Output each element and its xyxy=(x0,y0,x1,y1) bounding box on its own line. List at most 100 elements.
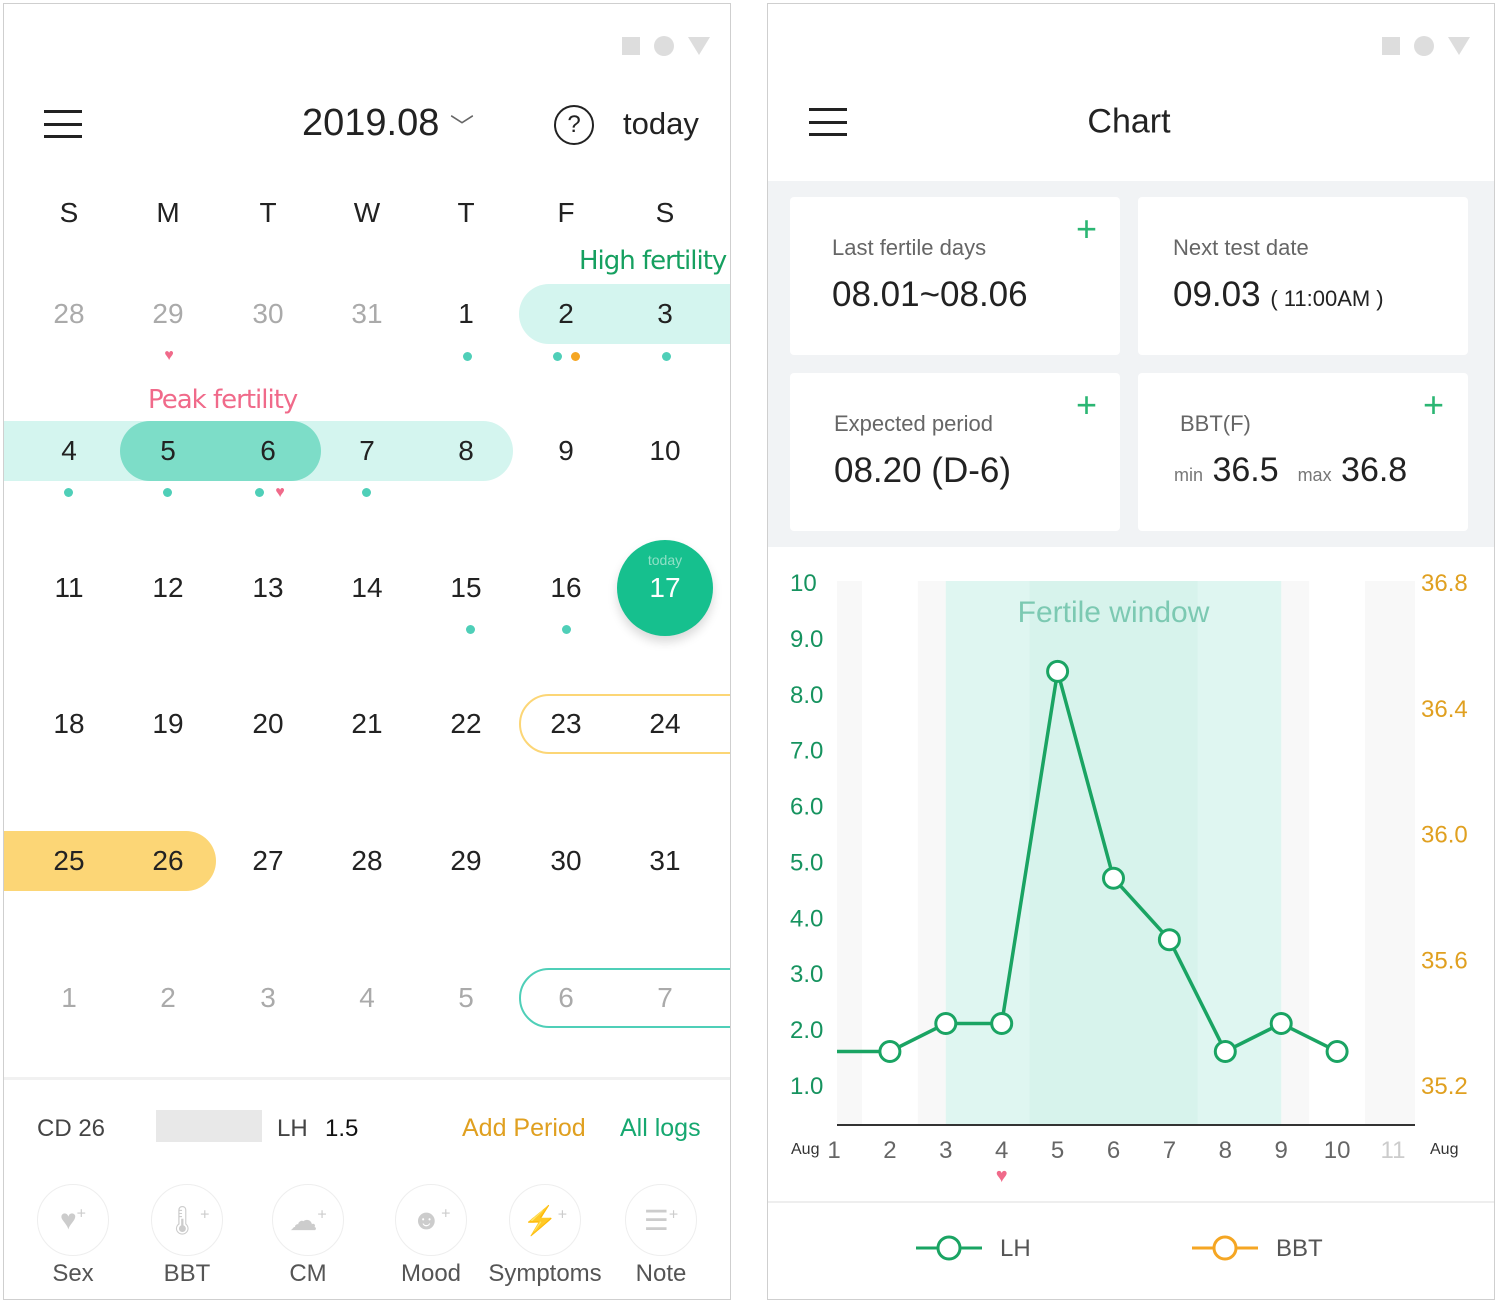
calendar-day[interactable]: 2 xyxy=(558,298,574,329)
calendar-day[interactable]: 30 xyxy=(550,845,582,876)
fertile-window-label: Fertile window xyxy=(1018,596,1210,629)
calendar-day[interactable]: 6 xyxy=(260,435,276,466)
y-left-tick: 9.0 xyxy=(790,626,823,653)
mood-log-button[interactable]: ☻+ xyxy=(395,1184,467,1256)
calendar-day[interactable]: 5 xyxy=(160,435,176,466)
calendar-day[interactable]: 5 xyxy=(458,982,474,1013)
note-plus-icon: ☰+ xyxy=(643,1204,679,1236)
lh-point xyxy=(1157,928,1181,952)
help-icon[interactable]: ? xyxy=(554,105,594,145)
add-period-link[interactable]: Add Period xyxy=(462,1114,586,1142)
y-right-tick: 36.8 xyxy=(1421,570,1468,597)
calendar-day[interactable]: 4 xyxy=(61,435,77,466)
calendar-day[interactable]: 14 xyxy=(351,572,383,603)
stripe xyxy=(861,581,918,1125)
calendar-day[interactable]: 6 xyxy=(558,982,574,1013)
sex-log-button[interactable]: ♥+ xyxy=(37,1184,109,1256)
calendar-day[interactable]: 26 xyxy=(152,845,184,876)
calendar-day[interactable]: 1 xyxy=(458,298,474,329)
calendar-day[interactable]: 16 xyxy=(550,572,582,603)
calendar-day[interactable]: 28 xyxy=(351,845,383,876)
calendar-day[interactable]: 8 xyxy=(458,435,474,466)
calendar-day[interactable]: 15 xyxy=(450,572,482,603)
symptoms-log-button[interactable]: ⚡+ xyxy=(509,1184,581,1256)
card-label: Expected period xyxy=(834,411,993,436)
menu-icon[interactable] xyxy=(44,110,82,138)
max-label: max xyxy=(1297,465,1332,485)
y-right-tick: 36.4 xyxy=(1421,696,1468,723)
menu-icon[interactable] xyxy=(809,108,847,136)
legend-marker xyxy=(936,1235,962,1261)
all-logs-link[interactable]: All logs xyxy=(620,1114,701,1142)
card-value: 09.03 xyxy=(1173,275,1261,314)
lh-point xyxy=(878,1039,902,1063)
heart-icon: ♥ xyxy=(996,1165,1008,1187)
next-test-card: Next test date 09.03 ( 11:00AM ) xyxy=(1138,197,1468,355)
status-icons xyxy=(1382,36,1470,56)
card-label: BBT(F) xyxy=(1180,411,1251,436)
period-range xyxy=(4,831,216,891)
calendar-day[interactable]: 17 xyxy=(649,572,681,603)
calendar-day[interactable]: 30 xyxy=(252,298,284,329)
plus-icon[interactable]: + xyxy=(1423,384,1445,425)
expected-period-card: Expected period 08.20 (D-6) + xyxy=(790,373,1120,531)
note-log-button[interactable]: ☰+ xyxy=(625,1184,697,1256)
y-left-tick: 5.0 xyxy=(790,849,823,876)
calendar-day[interactable]: 1 xyxy=(61,982,77,1013)
calendar-day[interactable]: 27 xyxy=(252,845,284,876)
calendar-day[interactable]: 24 xyxy=(649,708,681,739)
card-label: Last fertile days xyxy=(832,235,987,260)
x-tick: 6 xyxy=(1107,1137,1120,1164)
calendar-day[interactable]: 22 xyxy=(450,708,482,739)
thermometer-plus-icon: 🌡+ xyxy=(164,1204,210,1236)
calendar-day[interactable]: 28 xyxy=(53,298,85,329)
calendar-day[interactable]: 29 xyxy=(152,298,184,329)
today-circle xyxy=(617,540,713,636)
action-label: BBT xyxy=(163,1260,211,1287)
month-selector[interactable]: 2019.08 ﹀ xyxy=(302,102,474,145)
today-badge: today xyxy=(647,552,683,568)
event-dot xyxy=(64,488,73,497)
bbt-log-button[interactable]: 🌡+ xyxy=(151,1184,223,1256)
calendar-day[interactable]: 3 xyxy=(657,298,673,329)
calendar-day[interactable]: 20 xyxy=(252,708,284,739)
weekday-header: S xyxy=(655,197,675,228)
calendar-day[interactable]: 31 xyxy=(649,845,681,876)
x-tick: 7 xyxy=(1163,1137,1176,1164)
cloud-plus-icon: ☁+ xyxy=(289,1204,327,1236)
calendar-day[interactable]: 25 xyxy=(53,845,85,876)
lh-point xyxy=(1325,1039,1349,1063)
calendar-day[interactable]: 11 xyxy=(54,572,84,603)
plus-icon[interactable]: + xyxy=(1076,384,1098,425)
calendar-day[interactable]: 29 xyxy=(450,845,482,876)
calendar-day[interactable]: 21 xyxy=(351,708,383,739)
calendar-day[interactable]: 7 xyxy=(657,982,673,1013)
plus-icon[interactable]: + xyxy=(1076,208,1098,249)
calendar-day[interactable]: 3 xyxy=(260,982,276,1013)
chevron-down-icon: ﹀ xyxy=(449,114,474,141)
card-label: Next test date xyxy=(1173,235,1309,260)
y-left-tick: 4.0 xyxy=(790,905,823,932)
calendar-day[interactable]: 19 xyxy=(152,708,184,739)
calendar-day[interactable]: 13 xyxy=(252,572,284,603)
calendar-day[interactable]: 2 xyxy=(160,982,176,1013)
square-icon xyxy=(1382,37,1400,55)
today-button[interactable]: today xyxy=(623,106,699,141)
calendar-day[interactable]: 12 xyxy=(152,572,184,603)
calendar-day[interactable]: 23 xyxy=(550,708,582,739)
cm-log-button[interactable]: ☁+ xyxy=(272,1184,344,1256)
x-prefix: Aug xyxy=(791,1141,819,1158)
y-left-tick: 8.0 xyxy=(790,682,823,709)
cycle-day: CD 26 xyxy=(37,1115,106,1142)
event-dot xyxy=(466,625,475,634)
calendar-day[interactable]: 18 xyxy=(53,708,85,739)
bolt-plus-icon: ⚡+ xyxy=(522,1204,568,1236)
calendar-day[interactable]: 7 xyxy=(359,435,375,466)
lh-point xyxy=(1269,1012,1293,1036)
weekday-header: F xyxy=(557,197,575,228)
calendar-day[interactable]: 31 xyxy=(351,298,383,329)
calendar-day[interactable]: 4 xyxy=(359,982,375,1013)
calendar-day[interactable]: 9 xyxy=(558,435,574,466)
calendar-day[interactable]: 10 xyxy=(649,435,681,466)
action-label: CM xyxy=(289,1260,327,1287)
